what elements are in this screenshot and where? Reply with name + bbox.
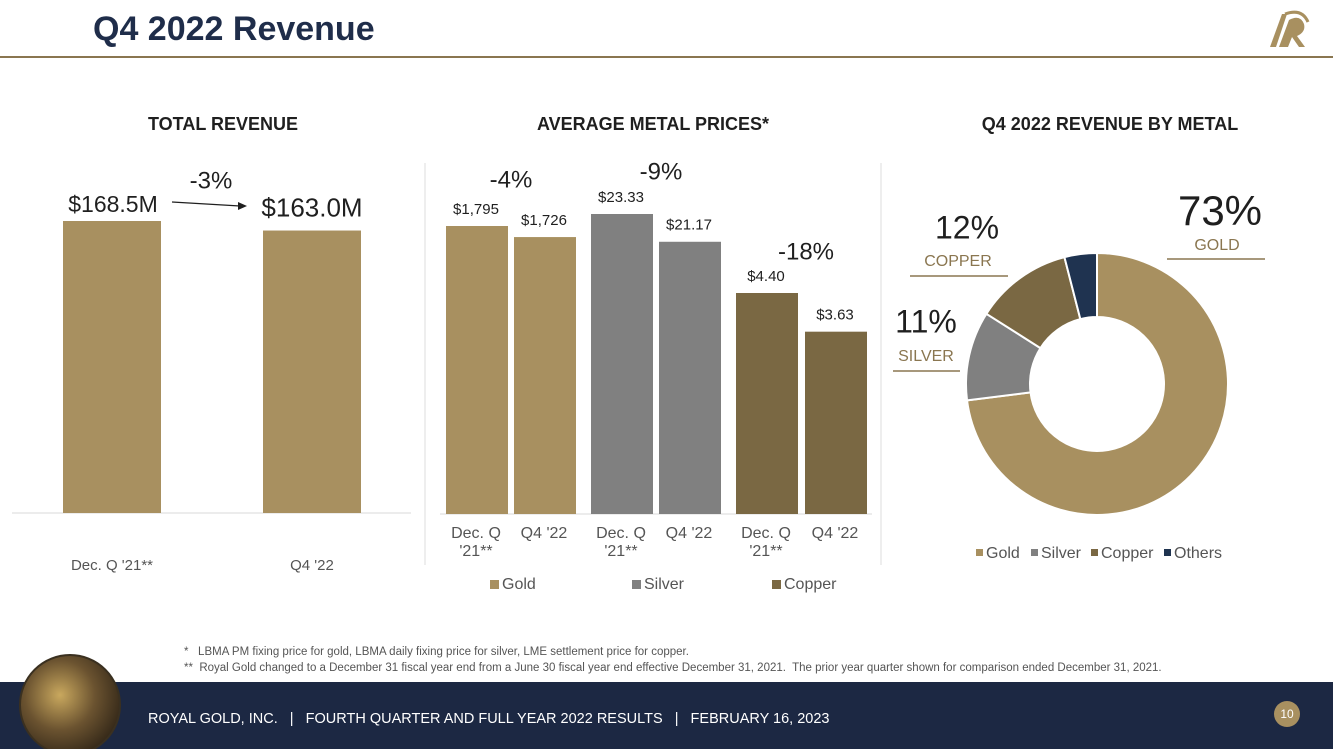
bar bbox=[736, 293, 798, 514]
legend-label: Others bbox=[1174, 545, 1222, 562]
bar bbox=[263, 230, 361, 513]
donut-slice bbox=[1063, 251, 1098, 321]
chart-title: Q4 2022 REVENUE BY METAL bbox=[982, 114, 1238, 134]
x-tick-label: Dec. Q '21** bbox=[596, 525, 646, 560]
footer-text: ROYAL GOLD, INC. | FOURTH QUARTER AND FU… bbox=[148, 711, 829, 727]
x-tick-label: Q4 '22 bbox=[520, 525, 568, 542]
legend-swatch bbox=[1091, 549, 1098, 556]
bar bbox=[514, 237, 576, 515]
bar bbox=[63, 221, 161, 513]
legend-label: Copper bbox=[1101, 545, 1154, 562]
footer-bar bbox=[0, 682, 1333, 749]
footnote: ** Royal Gold changed to a December 31 f… bbox=[184, 662, 1162, 674]
legend-swatch bbox=[976, 549, 983, 556]
footnote: * LBMA PM fixing price for gold, LBMA da… bbox=[184, 646, 689, 658]
x-tick-label: Dec. Q '21** bbox=[451, 525, 501, 560]
change-label: -9% bbox=[640, 158, 683, 185]
legend-swatch bbox=[490, 580, 499, 589]
legend-swatch bbox=[632, 580, 641, 589]
arrow-head bbox=[238, 202, 247, 210]
legend-label: Copper bbox=[784, 576, 837, 593]
value-label: $23.33 bbox=[598, 189, 644, 206]
bar bbox=[591, 214, 653, 514]
slice-percent: 11% bbox=[895, 303, 957, 339]
legend-label: Gold bbox=[986, 545, 1020, 562]
footer-image bbox=[19, 654, 121, 749]
value-label: $168.5M bbox=[68, 191, 158, 217]
legend-swatch bbox=[1031, 549, 1038, 556]
page-badge bbox=[1274, 701, 1300, 727]
change-label: -18% bbox=[778, 238, 834, 265]
value-label: $3.63 bbox=[816, 307, 854, 324]
slice-percent: 73% bbox=[1178, 187, 1262, 234]
x-tick-label: Dec. Q '21** bbox=[741, 525, 791, 560]
slice-name: SILVER bbox=[898, 348, 954, 365]
arrow bbox=[171, 201, 241, 207]
x-tick-label: Q4 '22 bbox=[811, 525, 859, 542]
bar bbox=[805, 331, 867, 514]
value-label: $1,726 bbox=[521, 212, 567, 229]
bar bbox=[446, 226, 508, 514]
change-label: -3% bbox=[190, 167, 233, 194]
x-tick-label: Dec. Q '21** bbox=[71, 557, 153, 574]
legend-swatch bbox=[1164, 549, 1171, 556]
bar bbox=[659, 241, 721, 514]
slide-title: Q4 2022 Revenue bbox=[93, 10, 375, 48]
donut-slice bbox=[965, 251, 1229, 516]
legend-swatch bbox=[772, 580, 781, 589]
value-label: $1,795 bbox=[453, 201, 499, 218]
chart-title: TOTAL REVENUE bbox=[148, 114, 298, 134]
chart-title: AVERAGE METAL PRICES* bbox=[537, 114, 769, 134]
logo bbox=[1270, 10, 1310, 47]
value-label: $21.17 bbox=[666, 217, 712, 234]
slice-name: GOLD bbox=[1194, 237, 1239, 254]
legend-label: Silver bbox=[644, 576, 685, 593]
change-label: -4% bbox=[490, 166, 533, 193]
slice-percent: 12% bbox=[935, 209, 999, 245]
x-tick-label: Q4 '22 bbox=[290, 557, 334, 574]
slice-name: COPPER bbox=[924, 253, 992, 270]
legend-label: Silver bbox=[1041, 545, 1082, 562]
value-label: $4.40 bbox=[747, 268, 785, 285]
legend-label: Gold bbox=[502, 576, 536, 593]
page-number: 10 bbox=[1280, 707, 1294, 721]
value-label: $163.0M bbox=[261, 192, 362, 222]
title-rule bbox=[0, 56, 1333, 58]
x-tick-label: Q4 '22 bbox=[665, 525, 713, 542]
